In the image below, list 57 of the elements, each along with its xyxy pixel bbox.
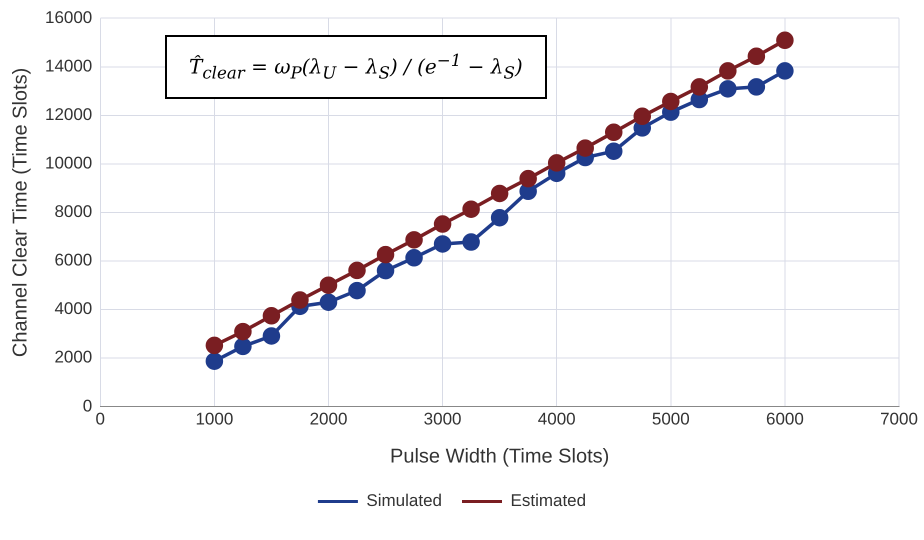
point	[405, 249, 423, 267]
y-tick-label: 8000	[54, 202, 92, 222]
y-tick-label: 4000	[54, 299, 92, 318]
x-tick-label: 4000	[538, 409, 576, 428]
point	[548, 154, 566, 172]
point	[748, 78, 766, 96]
x-tick-label: 2000	[310, 409, 348, 428]
point	[206, 336, 224, 354]
point	[262, 327, 280, 345]
y-tick-label: 10000	[44, 154, 92, 173]
y-tick-label: 16000	[44, 8, 92, 27]
y-tick-label: 0	[82, 396, 92, 416]
legend-label: Simulated	[366, 491, 442, 510]
point	[490, 208, 508, 226]
point	[690, 78, 708, 96]
point	[662, 92, 680, 110]
x-axis-title: Pulse Width (Time Slots)	[390, 446, 610, 468]
point	[206, 352, 224, 370]
y-tick-label: 14000	[44, 56, 92, 76]
point	[462, 233, 480, 251]
point	[490, 184, 508, 202]
point	[291, 291, 309, 309]
y-axis-title: Channel Clear Time (Time Slots)	[10, 68, 32, 358]
point	[434, 235, 452, 253]
x-tick-label: 3000	[424, 409, 462, 428]
point	[234, 338, 252, 356]
x-tick-label: 5000	[652, 409, 690, 428]
point	[719, 62, 737, 80]
point	[348, 262, 366, 280]
point	[634, 108, 652, 126]
y-tick-label: 2000	[54, 348, 92, 367]
point	[576, 139, 594, 157]
x-tick-label: 6000	[766, 409, 804, 428]
point	[719, 80, 737, 98]
point	[519, 170, 537, 188]
point	[776, 32, 794, 50]
point	[234, 322, 252, 340]
x-tick-label: 1000	[195, 409, 234, 428]
point	[376, 246, 394, 264]
point	[434, 215, 452, 233]
point	[405, 231, 423, 249]
point	[262, 307, 280, 325]
point	[320, 276, 338, 294]
y-tick-label: 6000	[54, 250, 92, 270]
y-tick-label: 12000	[44, 104, 92, 124]
point	[776, 62, 794, 80]
point	[320, 293, 338, 311]
x-tick-label: 7000	[880, 409, 918, 428]
point	[376, 262, 394, 280]
point	[604, 142, 622, 160]
point	[604, 124, 622, 142]
legend-label: Estimated	[510, 491, 586, 510]
point	[748, 48, 766, 66]
point	[348, 282, 366, 300]
text: T̂$_{clear}$ = ω$_{P}$(λ$_{U}$ − λ$_{S}$) / (e$^{−1}$ − λ$_{S}$)	[189, 51, 523, 83]
point	[462, 200, 480, 218]
x-tick-label: 0	[96, 409, 106, 428]
